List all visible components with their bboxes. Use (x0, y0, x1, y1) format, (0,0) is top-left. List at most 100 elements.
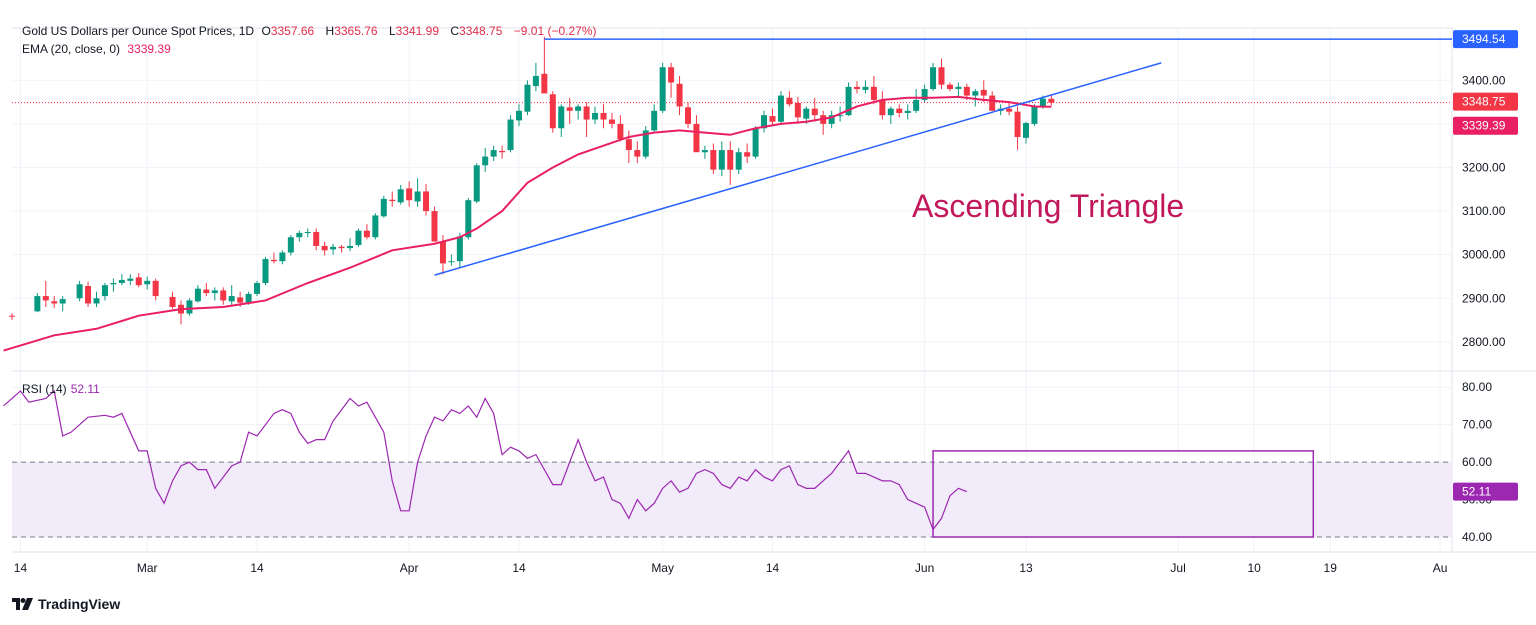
down-candle (938, 58, 945, 90)
candle-body (617, 123, 624, 140)
badge-text: 3339.39 (1462, 119, 1506, 133)
up-candle (372, 213, 379, 240)
candle-body (42, 296, 49, 301)
ema-price-badge: 3339.39 (1453, 116, 1518, 135)
down-candle (685, 102, 691, 129)
down-candle (423, 184, 430, 216)
candle-body (406, 188, 413, 201)
down-candle (321, 241, 328, 256)
candle-body (152, 280, 159, 297)
up-candle (144, 276, 151, 290)
badge-bg (1453, 116, 1518, 135)
down-candle (203, 283, 210, 297)
candle-body (490, 150, 497, 157)
up-candle (490, 145, 497, 161)
price-tick-label: 2800.00 (1462, 335, 1506, 349)
ema-legend[interactable]: EMA (20, close, 0) 3339.39 (22, 42, 175, 56)
up-candle (279, 250, 286, 265)
up-candle (761, 110, 768, 133)
close-label: C (450, 24, 460, 38)
down-candle (363, 224, 370, 240)
candle-body (448, 261, 455, 263)
up-candle (828, 110, 835, 129)
candle-body (313, 232, 320, 246)
up-candle (532, 62, 539, 92)
up-candle (1031, 104, 1038, 127)
candle-body (279, 252, 286, 262)
candle-body (1048, 98, 1055, 103)
rsi-band (12, 462, 1452, 538)
up-candle (228, 285, 235, 305)
up-candle (118, 274, 125, 286)
up-candle (862, 80, 869, 94)
down-candle (220, 287, 227, 305)
candle-body (837, 115, 844, 117)
candle-body (592, 113, 599, 120)
candle-body (1039, 98, 1046, 107)
up-candle (972, 89, 979, 107)
time-tick-label: 14 (250, 561, 264, 575)
high-value: 3365.76 (334, 24, 378, 38)
up-candle (752, 126, 759, 159)
down-candle (85, 281, 92, 307)
last-price-badge: 3348.75 (1453, 92, 1518, 111)
down-candle (338, 245, 345, 253)
candle-body (194, 288, 201, 302)
up-candle (592, 106, 599, 124)
candle-body (786, 97, 793, 105)
candle-body (862, 86, 869, 90)
candle-body (93, 298, 100, 304)
open-label: O (261, 24, 271, 38)
time-tick-label: Au (1433, 561, 1448, 575)
down-candle (786, 91, 793, 107)
down-candle (169, 291, 176, 310)
open-value: 3357.66 (270, 24, 315, 38)
candle-body (870, 86, 877, 100)
down-candle (811, 97, 818, 122)
down-candle (541, 36, 548, 94)
candle-body (110, 283, 117, 285)
candle-body (507, 119, 514, 151)
down-candle (946, 82, 953, 92)
rsi-tick-label: 40.00 (1462, 530, 1492, 544)
symbol-title[interactable]: Gold US Dollars per Ounce Spot Prices, 1… (22, 24, 255, 38)
candle-body (946, 84, 953, 90)
candle-body (1014, 111, 1021, 137)
badge-bg (1453, 30, 1518, 49)
candle-body (921, 89, 928, 100)
up-candle (921, 84, 928, 103)
tradingview-logo[interactable]: TradingView (12, 596, 120, 612)
down-candle (820, 110, 827, 135)
low-label: L (388, 24, 396, 38)
badge-text: 3494.54 (1462, 32, 1506, 46)
down-candle (617, 115, 624, 142)
candle-body (930, 67, 937, 90)
rsi-tick-label: 80.00 (1462, 380, 1492, 394)
candle-body (465, 200, 472, 238)
candle-body (186, 300, 193, 314)
up-candle (659, 62, 666, 113)
up-candle (930, 62, 937, 92)
candle-body (718, 150, 725, 170)
time-tick-label: 14 (14, 561, 28, 575)
candle-body (659, 67, 666, 111)
candle-body (668, 67, 675, 83)
down-candle (135, 272, 142, 288)
candle-body (330, 246, 337, 250)
ascending-triangle-annotation: Ascending Triangle (912, 188, 1185, 224)
rsi-line (3, 389, 968, 531)
down-candle (625, 130, 632, 164)
candle-body (304, 232, 311, 233)
up-candle (254, 280, 261, 297)
candle-body (685, 107, 691, 124)
candle-body (270, 259, 277, 262)
candle-body (423, 191, 430, 212)
time-tick-label: 13 (1019, 561, 1033, 575)
rsi-legend[interactable]: RSI (14) 52.11 (22, 382, 100, 396)
down-candle (431, 206, 438, 242)
badge-bg (1453, 92, 1518, 111)
brand-name: TradingView (38, 596, 121, 612)
down-candle (769, 108, 776, 127)
candle-body (904, 110, 911, 113)
